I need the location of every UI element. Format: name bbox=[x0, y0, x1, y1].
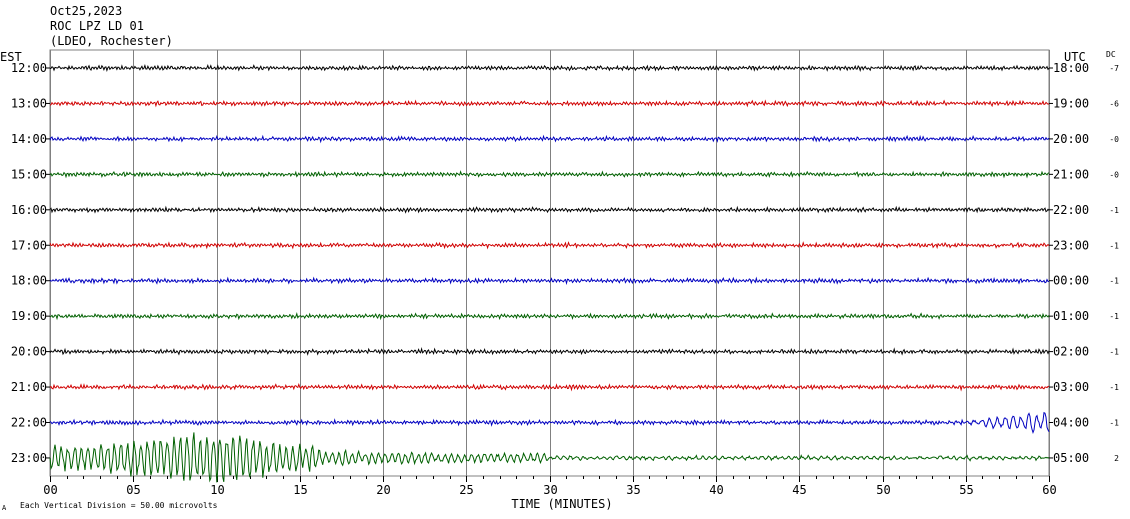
est-time-label: 23:00 bbox=[11, 451, 47, 465]
est-time-label: 12:00 bbox=[11, 61, 47, 75]
header-station: ROC LPZ LD 01 bbox=[50, 19, 144, 33]
dc-offset-label: -1 bbox=[1109, 277, 1119, 286]
trace-2000 bbox=[49, 347, 1050, 356]
logo-mark: A bbox=[2, 504, 7, 512]
seismic-traces bbox=[49, 64, 1050, 483]
x-tick-label: 30 bbox=[543, 483, 557, 497]
est-time-label: 15:00 bbox=[11, 167, 47, 181]
utc-time-label: 19:00 bbox=[1053, 96, 1089, 110]
trace-1200 bbox=[49, 64, 1050, 73]
est-axis-title: EST bbox=[0, 50, 22, 64]
utc-time-label: 20:00 bbox=[1053, 132, 1089, 146]
x-tick-label: 35 bbox=[626, 483, 640, 497]
x-tick-label: 45 bbox=[792, 483, 806, 497]
dc-offset-label: -1 bbox=[1109, 348, 1119, 357]
trace-2100 bbox=[49, 382, 1050, 392]
x-tick-label: 50 bbox=[876, 483, 890, 497]
trace-1300 bbox=[49, 99, 1050, 108]
dc-column-title: DC bbox=[1106, 50, 1116, 59]
utc-time-label: 02:00 bbox=[1053, 345, 1089, 359]
utc-time-label: 01:00 bbox=[1053, 309, 1089, 323]
utc-time-label: 04:00 bbox=[1053, 416, 1089, 430]
est-time-label: 20:00 bbox=[11, 345, 47, 359]
est-time-label: 19:00 bbox=[11, 309, 47, 323]
dc-offset-label: -1 bbox=[1109, 206, 1119, 215]
dc-offset-label: 2 bbox=[1114, 454, 1119, 463]
trace-1900 bbox=[49, 312, 1050, 321]
trace-1700 bbox=[49, 241, 1050, 250]
x-axis-label: TIME (MINUTES) bbox=[511, 497, 612, 511]
dc-offset-label: -1 bbox=[1109, 241, 1119, 250]
x-tick-label: 15 bbox=[293, 483, 307, 497]
x-tick-label: 55 bbox=[959, 483, 973, 497]
x-tick-label: 60 bbox=[1042, 483, 1056, 497]
axis-labels: 00 05 10 15 20 25 30 35 40 45 50 55 60 12:00 18:00 -7 13… bbox=[11, 61, 1119, 497]
est-time-label: 22:00 bbox=[11, 416, 47, 430]
trace-1400 bbox=[49, 134, 1050, 144]
scale-note: Each Vertical Division = 50.00 microvolt… bbox=[20, 501, 218, 510]
est-time-label: 17:00 bbox=[11, 238, 47, 252]
utc-time-label: 21:00 bbox=[1053, 167, 1089, 181]
trace-2300 bbox=[49, 432, 1050, 483]
utc-axis-title: UTC bbox=[1064, 50, 1086, 64]
dc-offset-label: -0 bbox=[1109, 170, 1119, 179]
est-time-label: 16:00 bbox=[11, 203, 47, 217]
utc-time-label: 18:00 bbox=[1053, 61, 1089, 75]
x-tick-label: 25 bbox=[459, 483, 473, 497]
trace-1600 bbox=[49, 205, 1050, 214]
est-time-label: 21:00 bbox=[11, 380, 47, 394]
dc-offset-label: -1 bbox=[1109, 419, 1119, 428]
dc-offset-label: -1 bbox=[1109, 383, 1119, 392]
utc-time-label: 05:00 bbox=[1053, 451, 1089, 465]
utc-time-label: 03:00 bbox=[1053, 380, 1089, 394]
grid-lines bbox=[46, 49, 1053, 482]
trace-2200 bbox=[49, 411, 1050, 435]
x-tick-label: 10 bbox=[210, 483, 224, 497]
x-tick-label: 20 bbox=[376, 483, 390, 497]
dc-offset-label: -0 bbox=[1109, 135, 1119, 144]
plot-frame bbox=[49, 49, 1050, 477]
utc-time-label: 00:00 bbox=[1053, 274, 1089, 288]
dc-offset-label: -1 bbox=[1109, 312, 1119, 321]
x-tick-label: 40 bbox=[709, 483, 723, 497]
header-network: (LDEO, Rochester) bbox=[50, 34, 173, 48]
utc-time-label: 23:00 bbox=[1053, 238, 1089, 252]
dc-offset-label: -6 bbox=[1109, 99, 1119, 108]
utc-time-label: 22:00 bbox=[1053, 203, 1089, 217]
header-date: Oct25,2023 bbox=[50, 4, 123, 18]
trace-1500 bbox=[49, 170, 1050, 179]
est-time-label: 13:00 bbox=[11, 96, 47, 110]
est-time-label: 14:00 bbox=[11, 132, 47, 146]
x-tick-label: 00 bbox=[43, 483, 57, 497]
trace-1800 bbox=[49, 276, 1050, 286]
dc-offset-label: -7 bbox=[1109, 64, 1119, 73]
est-time-label: 18:00 bbox=[11, 274, 47, 288]
x-tick-label: 05 bbox=[126, 483, 140, 497]
